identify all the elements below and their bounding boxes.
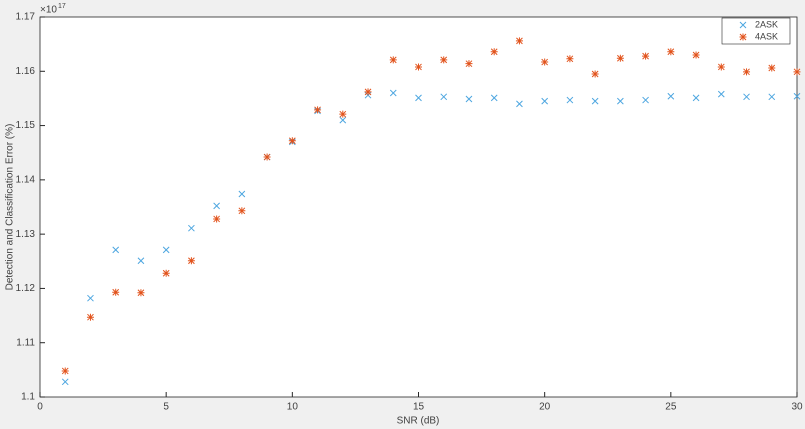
marker [162,246,170,254]
marker [61,367,69,375]
marker [187,257,195,265]
marker [389,89,397,97]
marker [238,207,246,215]
x-tick-label: 15 [413,402,425,413]
marker [490,94,498,102]
marker [566,96,574,104]
legend-box [721,17,791,45]
marker [112,246,120,254]
marker [238,190,246,198]
marker [213,215,221,223]
y-axis-label: Detection and Classification Error (%) [5,124,16,291]
marker [642,52,650,60]
marker [339,116,347,124]
y-tick-label: 1.16 [16,66,36,77]
legend-label: 4ASK [755,31,778,41]
marker [415,63,422,71]
legend-label: 2ASK [755,19,778,29]
marker [263,153,271,161]
marker [692,51,700,59]
marker [389,56,397,64]
marker [112,288,120,296]
x-tick-label: 30 [791,402,803,413]
marker [314,106,322,114]
legend-marker [739,33,747,41]
marker [717,90,725,98]
marker [793,92,801,100]
marker [591,70,599,78]
marker [213,202,220,210]
x-tick-label: 20 [539,402,551,413]
marker [743,93,750,101]
y-tick-label: 1.12 [16,283,36,294]
marker [768,93,776,101]
x-tick-label: 5 [163,402,169,413]
marker [692,94,700,102]
marker [717,63,725,71]
y-tick-label: 1.1 [21,392,35,403]
marker [516,100,523,108]
y-tick-label: 1.14 [16,174,36,185]
marker [616,54,624,62]
marker [440,93,448,101]
marker [541,97,549,105]
marker [162,269,170,277]
y-multiplier: ×10 [40,5,57,16]
marker [288,137,296,145]
marker [642,96,649,104]
marker [364,88,372,96]
marker [86,313,94,321]
marker [515,37,523,45]
x-tick-label: 25 [665,402,677,413]
marker [188,224,195,232]
y-tick-label: 1.17 [16,12,36,23]
x-tick-label: 10 [287,402,299,413]
y-tick-label: 1.11 [16,337,35,348]
y-tick-label: 1.15 [16,120,36,131]
marker [87,294,94,302]
marker [137,257,145,265]
x-tick-label: 0 [37,402,43,413]
marker [541,58,549,66]
marker [566,55,574,63]
y-tick-label: 1.13 [16,229,36,240]
marker [440,56,448,64]
marker [667,92,675,100]
legend-marker [739,21,747,29]
marker [617,97,624,105]
plot-area [39,16,798,398]
marker [793,68,801,76]
marker [415,94,422,102]
marker [137,289,145,297]
marker [339,110,347,118]
marker [61,378,69,386]
marker [667,48,675,56]
y-multiplier-exponent: 17 [58,3,66,10]
marker [465,95,473,103]
marker [465,60,473,68]
marker [743,68,751,76]
marker [591,97,599,105]
x-axis-label: SNR (dB) [397,416,440,427]
marker [490,48,498,56]
marker [768,64,776,72]
